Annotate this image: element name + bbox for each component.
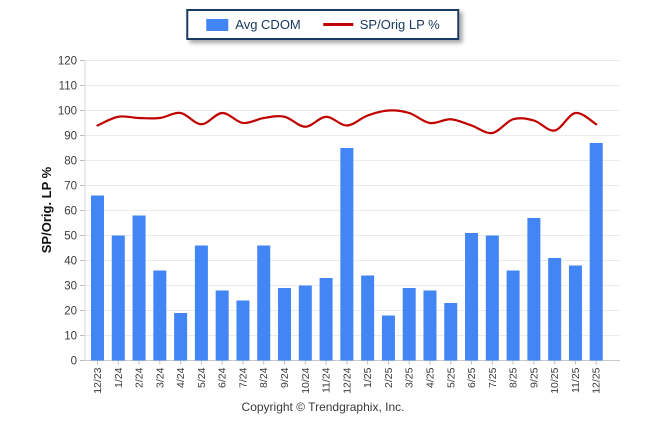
bar bbox=[402, 288, 416, 361]
x-tick-label: 2/24 bbox=[134, 367, 146, 388]
x-tick-label: 6/25 bbox=[466, 367, 478, 388]
bar bbox=[111, 235, 125, 361]
legend-label-avg-cdom: Avg CDOM bbox=[235, 17, 301, 32]
x-tick-label: 10/24 bbox=[300, 367, 312, 393]
bar bbox=[278, 288, 292, 361]
x-tick-label: 10/25 bbox=[549, 367, 561, 393]
bar bbox=[548, 258, 562, 361]
y-tick-label: 110 bbox=[59, 81, 77, 93]
y-tick-label: 80 bbox=[64, 156, 77, 168]
bar bbox=[361, 275, 375, 361]
line-series bbox=[96, 109, 598, 135]
x-tick-label: 8/24 bbox=[258, 367, 270, 388]
legend-label-sp-orig-lp: SP/Orig LP % bbox=[359, 17, 440, 32]
y-tick-label: 60 bbox=[64, 206, 77, 218]
x-tick-label: 8/25 bbox=[508, 367, 520, 388]
bar-series bbox=[91, 143, 603, 361]
bar-swatch-icon bbox=[206, 18, 229, 31]
x-tick-label: 6/24 bbox=[217, 367, 229, 388]
chart-legend: Avg CDOM SP/Orig LP % bbox=[186, 9, 460, 40]
bar bbox=[465, 233, 479, 361]
x-tick-label: 11/25 bbox=[570, 367, 582, 393]
bar bbox=[194, 245, 208, 361]
y-tick-label: 90 bbox=[64, 131, 77, 143]
x-tick-label: 12/23 bbox=[92, 367, 104, 393]
x-tick-label: 1/25 bbox=[362, 367, 374, 388]
y-axis-title: SP/Orig. LP % bbox=[39, 166, 54, 254]
bar bbox=[132, 215, 146, 361]
footer-copyright: Copyright © Trendgraphix, Inc. bbox=[241, 400, 405, 414]
line-swatch-icon bbox=[322, 23, 353, 26]
legend-item-sp-orig-lp: SP/Orig LP % bbox=[322, 17, 440, 32]
y-tick-label: 120 bbox=[58, 56, 77, 68]
bar bbox=[444, 303, 458, 361]
bar bbox=[91, 195, 104, 361]
bar bbox=[215, 290, 229, 361]
y-tick-label: 40 bbox=[64, 256, 77, 268]
x-tick-label: 4/25 bbox=[424, 367, 436, 388]
x-tick-label: 9/24 bbox=[279, 367, 291, 388]
bar bbox=[236, 300, 250, 361]
bar bbox=[423, 290, 437, 361]
bar bbox=[568, 265, 582, 361]
x-tick-label: 4/24 bbox=[175, 367, 187, 388]
bar bbox=[298, 285, 312, 361]
x-tick-label: 12/25 bbox=[591, 367, 603, 393]
x-tick-label: 12/24 bbox=[341, 367, 353, 393]
x-tick-label: 7/25 bbox=[487, 367, 499, 388]
legend-item-avg-cdom: Avg CDOM bbox=[206, 17, 301, 32]
bar bbox=[589, 143, 603, 361]
bar bbox=[319, 278, 333, 361]
y-tick-label: 30 bbox=[64, 281, 77, 293]
y-tick-label: 70 bbox=[64, 181, 77, 193]
bar bbox=[340, 148, 354, 361]
x-tick-label: 9/25 bbox=[528, 367, 540, 388]
y-tick-label: 50 bbox=[64, 231, 77, 243]
bar bbox=[257, 245, 271, 361]
x-tick-label: 3/25 bbox=[404, 367, 416, 388]
bar bbox=[153, 270, 167, 361]
x-tick-label: 5/25 bbox=[445, 367, 457, 388]
x-tick-label: 7/24 bbox=[237, 367, 249, 388]
bar bbox=[485, 235, 499, 361]
x-tick-label: 5/24 bbox=[196, 367, 208, 388]
y-tick-label: 10 bbox=[64, 331, 77, 343]
y-tick-label: 100 bbox=[58, 106, 77, 118]
x-tick-label: 1/24 bbox=[113, 367, 125, 388]
y-tick-label: 20 bbox=[64, 306, 77, 318]
y-tick-label: 0 bbox=[71, 356, 77, 368]
bar bbox=[527, 218, 541, 361]
y-axis-tick-labels: 0 10 20 30 40 50 60 70 80 90 100 110 120 bbox=[58, 56, 77, 368]
bar bbox=[506, 270, 520, 361]
x-axis-tick-labels: 12/23 1/24 2/24 3/24 4/24 5/24 6/24 7/24 8/24 9/2… bbox=[92, 360, 603, 394]
x-tick-label: 11/24 bbox=[321, 367, 333, 393]
x-tick-label: 3/24 bbox=[154, 367, 166, 388]
bar bbox=[174, 313, 188, 361]
x-tick-label: 2/25 bbox=[383, 367, 395, 388]
bar bbox=[381, 315, 395, 361]
